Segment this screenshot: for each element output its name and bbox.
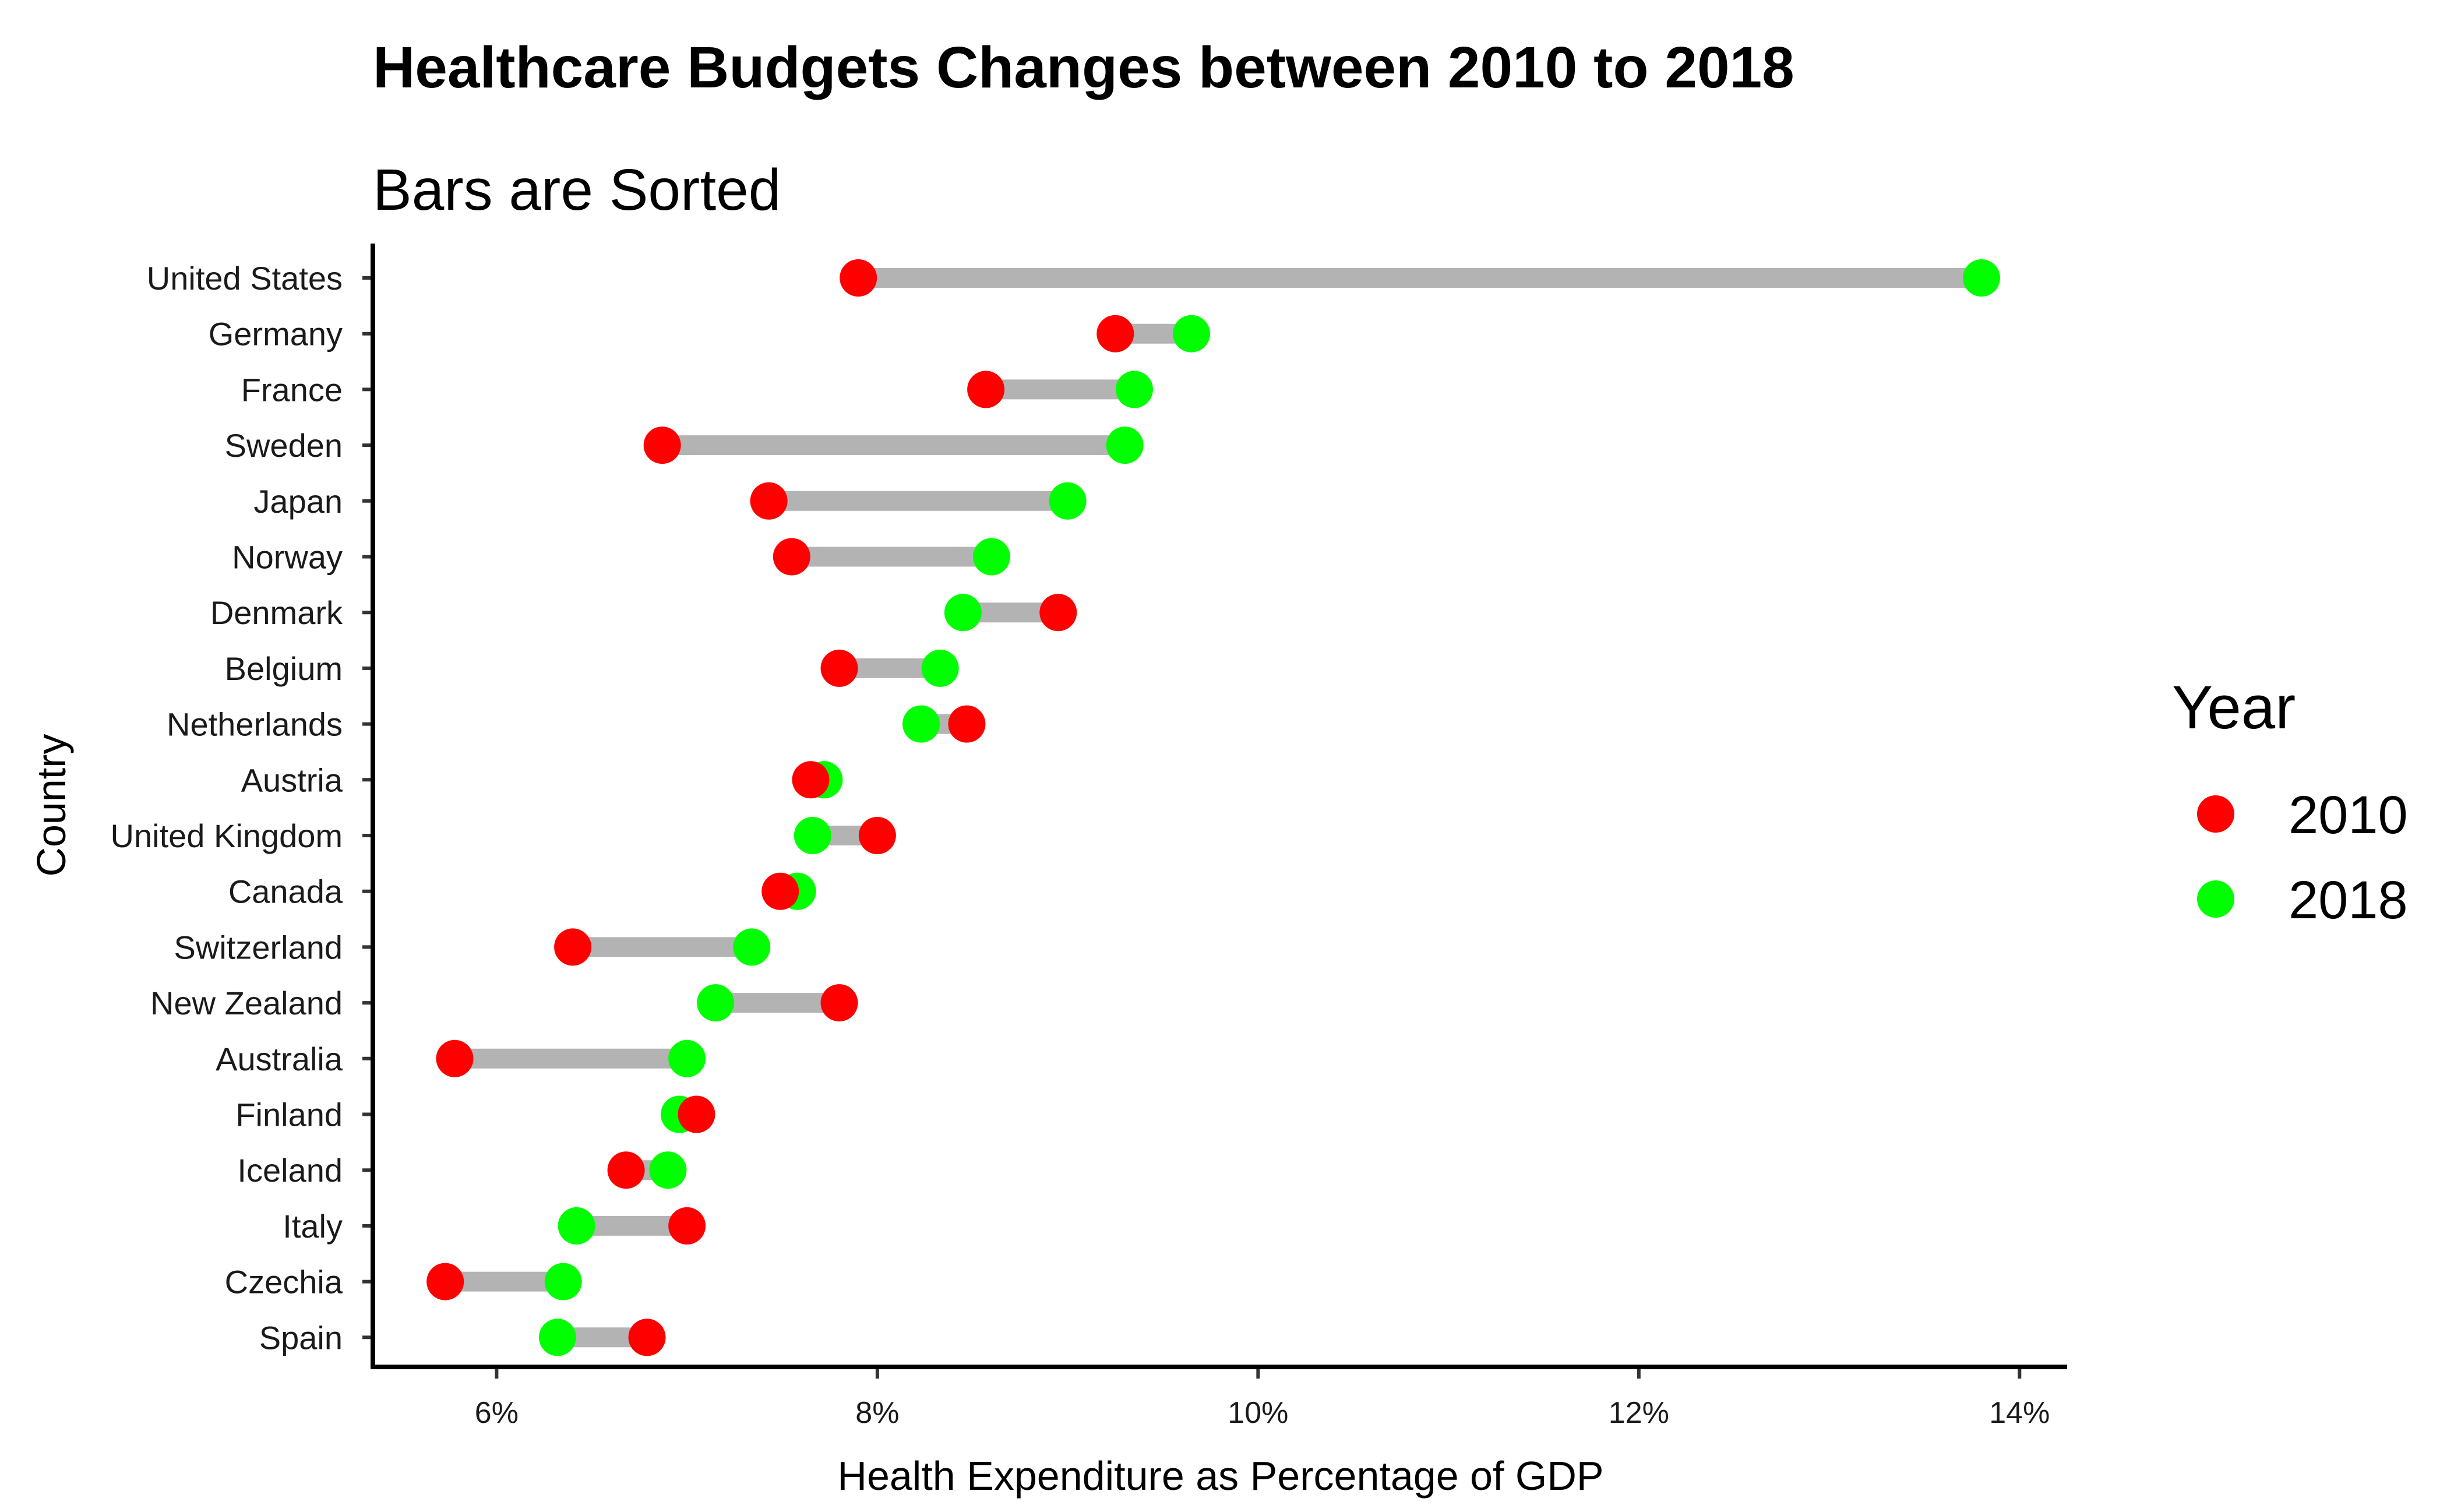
legend: Year 2010 2018 [2172, 674, 2408, 930]
y-tick-label: Germany [209, 316, 343, 353]
point-2010-canada [761, 872, 799, 910]
point-2010-spain [628, 1319, 666, 1356]
point-2018-united-states [1962, 259, 2000, 297]
chart-title: Healthcare Budgets Changes between 2010 … [373, 35, 1794, 100]
plot-area: 6% 8% 10% 12% 14% United States Germany France S… [111, 259, 2050, 1430]
legend-title: Year [2172, 674, 2296, 742]
y-axis-title: Country [29, 734, 74, 876]
point-2018-france [1115, 371, 1153, 408]
y-tick-label: Switzerland [174, 929, 343, 965]
point-2018-czechia [544, 1263, 582, 1300]
point-2018-italy [558, 1207, 595, 1245]
point-2018-belgium [921, 649, 959, 687]
point-2010-france [967, 371, 1005, 408]
y-tick-label: Belgium [225, 650, 343, 687]
point-2010-australia [436, 1039, 474, 1077]
point-2018-japan [1049, 482, 1087, 520]
point-2010-united-kingdom [858, 817, 896, 854]
point-2010-italy [668, 1207, 706, 1245]
y-tick-label: Norway [232, 539, 343, 576]
y-tick-label: United Kingdom [111, 817, 343, 854]
point-2018-norway [972, 538, 1010, 576]
y-tick-label: Austria [241, 762, 343, 798]
y-tick-label: Denmark [210, 594, 343, 631]
x-axis-title: Health Expenditure as Percentage of GDP [837, 1453, 1603, 1499]
x-tick-label: 14% [1989, 1396, 2050, 1430]
point-2010-sweden [643, 427, 681, 464]
y-tick-label: Japan [253, 483, 343, 520]
y-tick-label: Czechia [225, 1264, 343, 1300]
legend-key-2018 [2197, 880, 2234, 918]
y-tick-label: Australia [216, 1041, 343, 1077]
point-2010-norway [773, 538, 810, 576]
y-tick-label: New Zealand [150, 985, 343, 1021]
point-2010-new-zealand [820, 984, 858, 1022]
point-2010-iceland [607, 1151, 645, 1189]
point-2018-spain [538, 1319, 576, 1356]
point-2018-united-kingdom [794, 817, 831, 854]
point-2010-belgium [820, 649, 858, 687]
y-tick-label: Netherlands [167, 706, 343, 743]
point-2010-austria [792, 761, 830, 799]
point-2010-finland [678, 1095, 715, 1133]
y-tick-label: Canada [228, 873, 343, 910]
y-tick-label: Spain [259, 1319, 343, 1356]
y-tick-label: Italy [283, 1208, 343, 1245]
point-2010-czechia [426, 1263, 464, 1300]
legend-key-2010 [2197, 795, 2234, 833]
x-tick-label: 6% [475, 1396, 519, 1430]
y-tick-label: Finland [235, 1097, 343, 1133]
point-2018-sweden [1106, 427, 1144, 464]
y-tick-label: Iceland [237, 1152, 343, 1189]
x-tick-label: 8% [855, 1396, 899, 1430]
point-2010-denmark [1039, 594, 1077, 632]
y-tick-label: United States [147, 260, 343, 297]
legend-label-2018: 2018 [2289, 870, 2408, 930]
point-2018-australia [668, 1039, 706, 1077]
x-tick-label: 10% [1228, 1396, 1288, 1430]
legend-label-2010: 2010 [2289, 785, 2408, 845]
point-2018-germany [1172, 315, 1210, 353]
point-2018-netherlands [902, 705, 940, 743]
point-2010-netherlands [948, 705, 986, 743]
x-tick-label: 12% [1609, 1396, 1669, 1430]
point-2010-germany [1096, 315, 1134, 353]
chart-subtitle: Bars are Sorted [373, 157, 781, 223]
point-2010-japan [750, 482, 788, 520]
y-tick-label: Sweden [225, 427, 343, 464]
point-2018-denmark [944, 594, 982, 632]
point-2018-switzerland [733, 928, 771, 966]
point-2018-iceland [649, 1151, 687, 1189]
point-2010-switzerland [554, 928, 592, 966]
y-tick-label: France [241, 371, 343, 408]
point-2018-new-zealand [697, 984, 735, 1022]
point-2010-united-states [840, 259, 877, 297]
